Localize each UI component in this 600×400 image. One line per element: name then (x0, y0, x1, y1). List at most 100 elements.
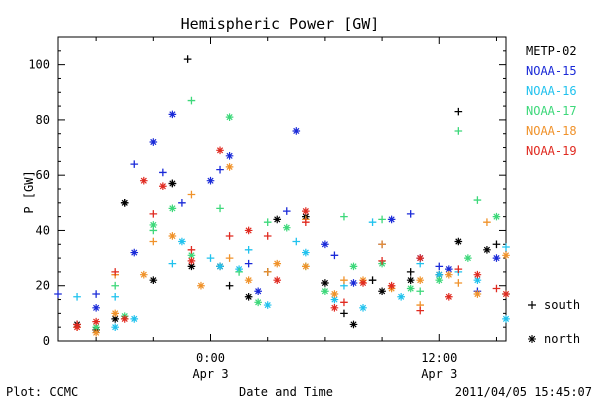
point-north (473, 290, 482, 298)
point-north (359, 304, 367, 312)
point-south (187, 190, 196, 199)
point-north (120, 199, 129, 207)
point-south (225, 254, 234, 262)
point-south (187, 96, 196, 105)
legend: METP-02 NOAA-15 NOAA-16 NOAA-17 NOAA-18 NOAA-… (526, 44, 577, 158)
y-tick-label: 60 (36, 168, 50, 182)
point-south (454, 265, 463, 273)
point-north (445, 270, 453, 279)
point-south (406, 268, 415, 276)
legend-entry: METP-02 (526, 44, 577, 58)
point-north (502, 290, 510, 298)
point-north (149, 276, 158, 284)
point-north (139, 176, 148, 185)
point-south (340, 309, 348, 318)
point-south (502, 243, 510, 251)
point-north (483, 246, 491, 254)
point-south (340, 212, 348, 221)
point-south (111, 268, 119, 276)
point-south (263, 218, 272, 226)
point-north (321, 279, 329, 287)
point-south (340, 298, 348, 307)
point-south (483, 218, 491, 226)
point-north (244, 276, 253, 284)
point-south (454, 107, 463, 116)
point-south (111, 292, 119, 301)
point-north (168, 110, 177, 119)
point-north (254, 287, 262, 296)
legend-entry: NOAA-17 (526, 104, 577, 118)
point-north (321, 240, 329, 249)
point-north (244, 226, 253, 235)
point-south (292, 237, 301, 246)
legend-entry: NOAA-15 (526, 64, 577, 78)
point-north (406, 276, 415, 284)
point-north (187, 251, 196, 260)
point-south (263, 232, 272, 240)
point-north (168, 232, 177, 240)
point-north (168, 204, 177, 213)
point-south (225, 232, 234, 240)
point-north (225, 113, 234, 121)
point-north (187, 262, 196, 271)
point-north (244, 292, 253, 301)
y-tick-label: 0 (43, 334, 50, 348)
point-north (130, 315, 139, 323)
south-marker-symbol (528, 301, 536, 309)
point-south (378, 257, 386, 265)
point-north (273, 276, 282, 284)
point-north (149, 221, 158, 229)
y-tick-label: 40 (36, 223, 50, 237)
chart-title: Hemispheric Power [GW] (181, 15, 380, 33)
point-south (263, 268, 272, 276)
point-north (273, 215, 282, 224)
point-north (502, 251, 510, 260)
point-north (302, 248, 310, 257)
point-north (120, 315, 129, 323)
marker-legend-label: north (544, 332, 580, 346)
x-axis-label: Date and Time (239, 385, 333, 399)
point-north (273, 259, 282, 268)
y-tick-label: 20 (36, 279, 50, 293)
point-south (235, 268, 243, 276)
point-north (378, 287, 386, 296)
point-north (502, 315, 510, 323)
point-north (263, 301, 272, 309)
point-north (92, 317, 100, 326)
point-north (206, 176, 215, 185)
y-tick-label: 80 (36, 113, 50, 127)
point-south (378, 215, 386, 224)
point-north (139, 270, 148, 279)
north-marker-symbol (528, 335, 536, 343)
point-north (302, 207, 310, 215)
point-south (492, 240, 501, 249)
point-south (492, 284, 501, 293)
legend-entry: NOAA-19 (526, 144, 577, 158)
point-north (130, 248, 139, 257)
point-south (454, 127, 463, 135)
point-north (349, 262, 358, 271)
point-south (340, 276, 348, 284)
point-south (92, 290, 100, 298)
y-axis: 0 20 40 60 80 100 (28, 36, 506, 348)
point-north (445, 292, 453, 301)
point-south (406, 210, 415, 218)
point-south (187, 246, 196, 254)
point-south (302, 218, 310, 226)
point-north (292, 127, 301, 135)
point-north (387, 281, 396, 290)
point-north (416, 254, 425, 262)
point-south (149, 210, 158, 218)
point-north (330, 295, 339, 304)
point-north (445, 265, 453, 273)
plot-frame (57, 36, 507, 342)
x-tick-date-label: Apr 3 (421, 367, 457, 381)
point-north (349, 279, 358, 287)
legend-entry: NOAA-16 (526, 84, 577, 98)
point-north (178, 237, 186, 246)
point-south (244, 259, 253, 268)
x-tick-time-label: 0:00 (196, 351, 225, 365)
point-north (302, 262, 310, 271)
y-tick-label: 100 (28, 58, 50, 72)
point-north (349, 320, 358, 329)
